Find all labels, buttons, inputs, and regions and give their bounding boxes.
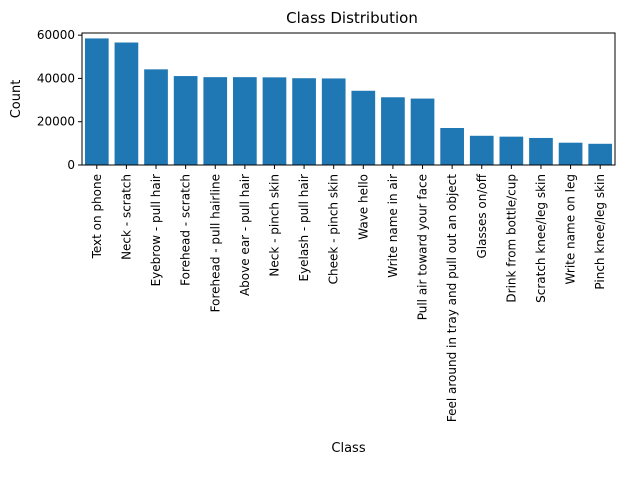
plot-frame xyxy=(81,32,616,166)
y-tick-label-1: 20000 xyxy=(37,115,75,129)
x-tick-label-1: Neck - scratch xyxy=(119,174,133,260)
x-tick-label-0: Text on phone xyxy=(90,174,104,259)
x-tick-label-4: Forehead - pull hairline xyxy=(208,174,222,312)
y-axis-label: Count xyxy=(9,80,24,119)
x-tick-label-16: Write name on leg xyxy=(564,174,578,284)
bar-10 xyxy=(381,97,405,165)
bar-8 xyxy=(321,78,346,165)
x-tick-label-14: Drink from bottle/cup xyxy=(504,174,518,303)
x-tick-label-5: Above ear - pull hair xyxy=(238,174,252,296)
bar-1 xyxy=(114,42,139,165)
bar-2 xyxy=(144,69,168,165)
bar-13 xyxy=(469,135,494,165)
bar-14 xyxy=(499,136,524,165)
bar-16 xyxy=(558,142,583,165)
bar-6 xyxy=(262,77,287,165)
bar-12 xyxy=(440,127,464,165)
x-tick-label-17: Pinch knee/leg skin xyxy=(593,174,607,290)
y-tick-label-2: 40000 xyxy=(37,71,75,85)
bar-4 xyxy=(203,77,228,165)
x-tick-label-9: Wave hello xyxy=(356,174,370,240)
x-tick-label-8: Cheek - pinch skin xyxy=(327,174,341,284)
y-axis: 0 20000 40000 60000 xyxy=(37,28,82,172)
x-tick-label-7: Eyelash - pull hair xyxy=(297,174,311,282)
y-tick-label-0: 0 xyxy=(67,158,75,172)
x-tick-label-3: Forehead - scratch xyxy=(179,174,193,286)
chart-title: Class Distribution xyxy=(286,9,418,27)
bar-11 xyxy=(410,98,435,165)
x-axis: Text on phone Neck - scratch Eyebrow - pul… xyxy=(90,165,607,422)
x-tick-label-6: Neck - pinch skin xyxy=(267,174,281,277)
y-tick-label-3: 60000 xyxy=(37,28,75,42)
bars-group xyxy=(84,38,613,165)
x-tick-label-11: Pull air toward your face xyxy=(416,174,430,320)
bar-3 xyxy=(173,76,198,165)
bar-15 xyxy=(529,137,553,165)
bar-17 xyxy=(588,143,613,165)
x-tick-label-12: Feel around in tray and pull out an obje… xyxy=(445,174,459,422)
bar-9 xyxy=(351,90,376,165)
bar-0 xyxy=(84,38,109,165)
x-axis-label: Class xyxy=(331,441,365,456)
x-tick-label-13: Glasses on/off xyxy=(475,173,489,258)
x-tick-label-10: Write name in air xyxy=(386,174,400,278)
x-tick-label-15: Scratch knee/leg skin xyxy=(534,174,548,303)
bar-5 xyxy=(233,77,257,165)
x-tick-label-2: Eyebrow - pull hair xyxy=(149,174,163,286)
bar-7 xyxy=(292,78,316,165)
